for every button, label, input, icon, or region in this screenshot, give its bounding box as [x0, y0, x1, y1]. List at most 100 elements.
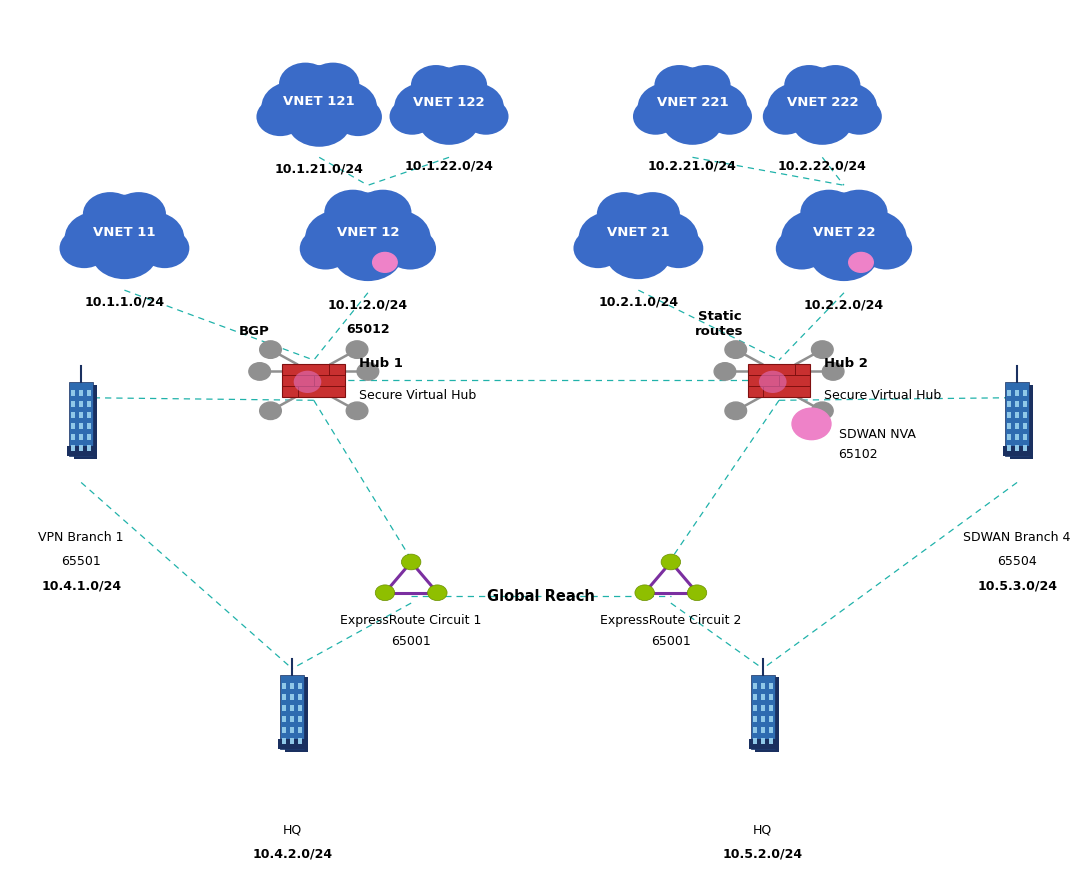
- Circle shape: [256, 98, 304, 136]
- Circle shape: [346, 341, 368, 358]
- Circle shape: [836, 98, 882, 135]
- Text: BGP: BGP: [239, 325, 269, 338]
- Circle shape: [119, 212, 184, 264]
- FancyBboxPatch shape: [1015, 413, 1019, 418]
- FancyBboxPatch shape: [753, 727, 756, 732]
- FancyBboxPatch shape: [1015, 401, 1019, 407]
- Circle shape: [418, 94, 480, 145]
- Circle shape: [848, 253, 873, 273]
- FancyBboxPatch shape: [769, 738, 773, 744]
- Text: 10.2.21.0/24: 10.2.21.0/24: [648, 160, 737, 173]
- FancyBboxPatch shape: [79, 434, 83, 440]
- Text: 65504: 65504: [998, 555, 1037, 568]
- Text: Secure Virtual Hub: Secure Virtual Hub: [359, 389, 476, 402]
- Text: 10.1.2.0/24: 10.1.2.0/24: [328, 298, 408, 311]
- Circle shape: [362, 210, 431, 265]
- Circle shape: [445, 83, 504, 131]
- Text: 65001: 65001: [651, 635, 690, 649]
- FancyBboxPatch shape: [71, 401, 75, 407]
- FancyBboxPatch shape: [755, 677, 779, 752]
- Circle shape: [714, 363, 736, 380]
- FancyBboxPatch shape: [761, 716, 765, 722]
- FancyBboxPatch shape: [761, 727, 765, 732]
- Circle shape: [776, 228, 828, 269]
- FancyBboxPatch shape: [290, 716, 294, 722]
- FancyBboxPatch shape: [751, 675, 775, 749]
- FancyBboxPatch shape: [1007, 445, 1011, 451]
- Circle shape: [661, 94, 724, 145]
- FancyBboxPatch shape: [282, 727, 286, 732]
- Text: 10.4.1.0/24: 10.4.1.0/24: [41, 579, 121, 593]
- Text: HQ: HQ: [282, 823, 302, 836]
- Circle shape: [573, 228, 623, 268]
- FancyBboxPatch shape: [88, 434, 91, 440]
- Text: Global Reach: Global Reach: [487, 588, 595, 604]
- Circle shape: [437, 65, 487, 106]
- FancyBboxPatch shape: [290, 694, 294, 700]
- Text: 10.1.22.0/24: 10.1.22.0/24: [405, 160, 493, 173]
- Circle shape: [791, 94, 854, 145]
- Circle shape: [725, 402, 747, 420]
- Circle shape: [687, 585, 707, 600]
- Text: 65001: 65001: [392, 635, 431, 649]
- FancyBboxPatch shape: [761, 738, 765, 744]
- Circle shape: [332, 224, 404, 281]
- FancyBboxPatch shape: [71, 391, 75, 396]
- FancyBboxPatch shape: [79, 391, 83, 396]
- Circle shape: [372, 253, 397, 273]
- Circle shape: [83, 192, 137, 236]
- Text: 65012: 65012: [346, 323, 390, 336]
- FancyBboxPatch shape: [769, 694, 773, 700]
- Text: 10.4.2.0/24: 10.4.2.0/24: [252, 848, 332, 861]
- Text: VNET 22: VNET 22: [813, 225, 875, 239]
- Circle shape: [860, 228, 912, 269]
- Circle shape: [357, 363, 379, 380]
- Circle shape: [637, 83, 697, 131]
- Text: 10.1.1.0/24: 10.1.1.0/24: [84, 295, 164, 309]
- Circle shape: [784, 65, 834, 106]
- FancyBboxPatch shape: [88, 401, 91, 407]
- Circle shape: [384, 228, 436, 269]
- FancyBboxPatch shape: [299, 738, 302, 744]
- Circle shape: [781, 210, 849, 265]
- Text: Static
routes: Static routes: [696, 310, 743, 338]
- Circle shape: [707, 98, 752, 135]
- FancyBboxPatch shape: [79, 401, 83, 407]
- Circle shape: [65, 212, 130, 264]
- Circle shape: [293, 371, 321, 393]
- FancyBboxPatch shape: [79, 445, 83, 451]
- FancyBboxPatch shape: [282, 694, 286, 700]
- FancyBboxPatch shape: [299, 683, 302, 689]
- FancyBboxPatch shape: [282, 705, 286, 711]
- Circle shape: [390, 98, 435, 135]
- Circle shape: [249, 363, 270, 380]
- Text: Secure Virtual Hub: Secure Virtual Hub: [824, 389, 941, 402]
- FancyBboxPatch shape: [1024, 401, 1027, 407]
- FancyBboxPatch shape: [299, 705, 302, 711]
- FancyBboxPatch shape: [761, 705, 765, 711]
- Circle shape: [625, 192, 679, 236]
- Text: VPN Branch 1: VPN Branch 1: [38, 531, 124, 544]
- FancyBboxPatch shape: [1024, 445, 1027, 451]
- FancyBboxPatch shape: [1024, 413, 1027, 418]
- Circle shape: [725, 341, 747, 358]
- FancyBboxPatch shape: [761, 683, 765, 689]
- FancyBboxPatch shape: [769, 705, 773, 711]
- Circle shape: [427, 585, 447, 600]
- FancyBboxPatch shape: [769, 716, 773, 722]
- Text: 10.5.3.0/24: 10.5.3.0/24: [977, 579, 1057, 593]
- Circle shape: [262, 81, 325, 132]
- Text: VNET 121: VNET 121: [283, 95, 355, 108]
- Circle shape: [411, 65, 461, 106]
- Text: 10.2.1.0/24: 10.2.1.0/24: [598, 295, 678, 309]
- Circle shape: [260, 402, 281, 420]
- Circle shape: [792, 408, 831, 440]
- FancyBboxPatch shape: [753, 716, 756, 722]
- FancyBboxPatch shape: [753, 694, 756, 700]
- Text: VNET 12: VNET 12: [337, 225, 399, 239]
- FancyBboxPatch shape: [299, 727, 302, 732]
- FancyBboxPatch shape: [69, 382, 93, 456]
- Circle shape: [656, 67, 729, 127]
- Circle shape: [60, 228, 109, 268]
- FancyBboxPatch shape: [290, 683, 294, 689]
